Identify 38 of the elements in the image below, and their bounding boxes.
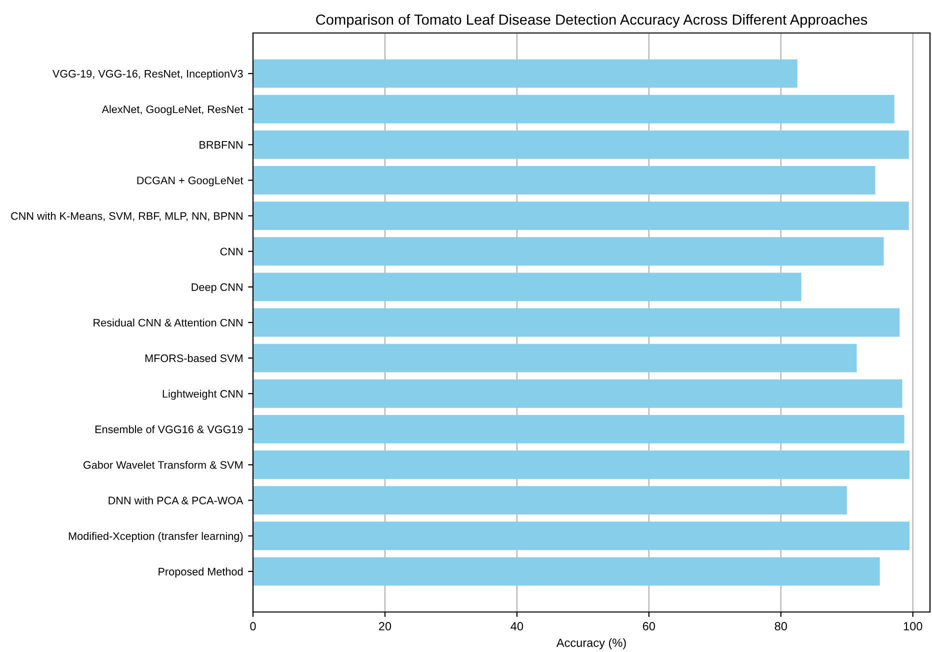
y-tick-label: Deep CNN [192, 283, 242, 294]
bar [253, 130, 909, 159]
x-tick-label: 0 [250, 622, 256, 630]
bar [253, 237, 884, 266]
x-tick-label: 40 [510, 622, 524, 630]
bar [253, 486, 847, 515]
y-tick-label: Lightweight CNN [162, 390, 242, 400]
bar [253, 308, 900, 337]
y-tick-label: DCGAN + GoogLeNet [137, 176, 244, 186]
x-tick-label: 80 [774, 622, 787, 630]
bar [253, 557, 880, 586]
y-tick-label: MFORS-based SVM [145, 354, 242, 362]
y-tick-label: Gabor Wavelet Transform & SVM [83, 460, 242, 469]
y-tick-label: DNN with PCA & PCA-WOA [108, 496, 244, 504]
bar [253, 450, 910, 479]
bar [253, 344, 857, 372]
bar [253, 272, 802, 302]
bar [253, 202, 909, 230]
y-tick-label: CNN [220, 248, 242, 256]
bar [253, 522, 910, 550]
bar [253, 59, 798, 88]
bar [253, 414, 904, 444]
y-tick-label: Modified-Xception (transfer learning) [68, 532, 243, 542]
y-tick-label: CNN with K-Means, SVM, RBF, MLP, NN, BPNN [11, 212, 242, 222]
x-tick-label: 20 [379, 622, 392, 630]
bar [253, 379, 902, 408]
y-tick-label: AlexNet, GoogLeNet, ResNet [102, 105, 244, 116]
x-tick-label: 60 [642, 622, 656, 630]
x-tick-label: 100 [904, 622, 922, 630]
y-tick-label: BRBFNN [200, 141, 242, 149]
bar [253, 94, 894, 124]
bar [253, 166, 876, 194]
y-tick-label: VGG-19, VGG-16, ResNet, InceptionV3 [52, 70, 243, 80]
chart-title: Comparison of Tomato Leaf Disease Detection Accuracy Across Different Approaches [316, 14, 868, 28]
y-tick-label: Ensemble of VGG16 & VGG19 [95, 425, 243, 434]
x-axis-title: Accuracy (%) [556, 638, 626, 650]
y-tick-label: Residual CNN & Attention CNN [94, 318, 242, 327]
y-tick-label: Proposed Method [158, 568, 243, 578]
